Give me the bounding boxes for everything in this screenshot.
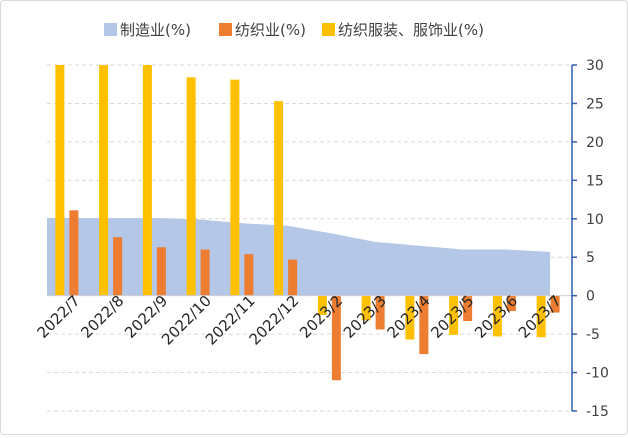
bar-apparel xyxy=(55,65,65,296)
bar-textile xyxy=(244,254,254,296)
bar-textile xyxy=(69,210,79,296)
y-tick-label: -5 xyxy=(586,327,600,343)
y-tick-label: 25 xyxy=(586,96,604,112)
bar-apparel xyxy=(142,65,152,296)
legend-label: 纺织业(%) xyxy=(235,21,306,39)
bar-apparel xyxy=(405,295,415,340)
bar-textile xyxy=(463,295,473,322)
bar-apparel xyxy=(186,77,196,296)
y-tick-label: 0 xyxy=(586,289,595,305)
legend-item-textile: 纺织业(%) xyxy=(219,21,306,39)
y-tick-label: -15 xyxy=(586,404,609,420)
area-manufacturing xyxy=(47,218,551,296)
legend-item-apparel: 纺织服装、服饰业(%) xyxy=(322,21,484,39)
y-tick-label: 20 xyxy=(586,135,604,151)
bar-apparel xyxy=(449,295,459,335)
bar-textile xyxy=(550,295,560,313)
legend-label: 纺织服装、服饰业(%) xyxy=(338,21,484,39)
bar-textile xyxy=(419,295,429,355)
bar-textile xyxy=(200,249,210,296)
bar-textile xyxy=(288,259,298,296)
y-tick-label: 30 xyxy=(586,58,604,74)
area-layer xyxy=(47,218,551,296)
bar-apparel xyxy=(274,101,284,296)
legend: 制造业(%) 纺织业(%) 纺织服装、服饰业(%) xyxy=(104,21,484,39)
axis-layer xyxy=(47,64,577,412)
bar-apparel xyxy=(492,295,502,337)
bar-apparel xyxy=(361,295,371,321)
category-labels: 2022/72022/82022/92022/102022/112022/122… xyxy=(34,292,565,349)
bar-apparel xyxy=(317,295,327,315)
bar-textile xyxy=(331,295,341,381)
bar-layer xyxy=(55,65,560,381)
y-tick-label: -10 xyxy=(586,366,609,382)
bar-textile xyxy=(506,295,516,312)
bar-apparel xyxy=(536,295,546,338)
tick-labels: 30 25 20 15 10 5 0 -5 -10 -15 xyxy=(586,58,609,420)
legend-item-manufacturing: 制造业(%) xyxy=(104,21,191,39)
y-tick-label: 5 xyxy=(586,250,595,266)
bar-textile xyxy=(375,295,385,330)
legend-label: 制造业(%) xyxy=(120,21,191,39)
y-tick-label: 10 xyxy=(586,212,604,228)
legend-swatch xyxy=(322,23,335,36)
bar-apparel xyxy=(99,65,109,296)
legend-swatch xyxy=(219,23,232,36)
legend-swatch xyxy=(104,23,117,36)
bar-apparel xyxy=(230,79,240,296)
bar-textile xyxy=(113,237,123,296)
y-tick-label: 15 xyxy=(586,173,604,189)
bar-textile xyxy=(156,247,166,296)
